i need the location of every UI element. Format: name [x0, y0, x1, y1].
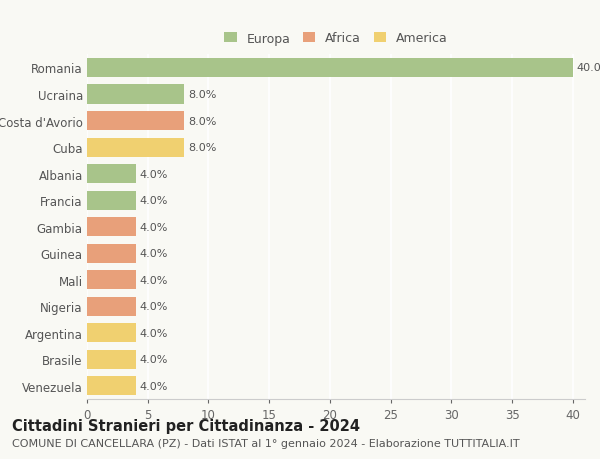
Text: COMUNE DI CANCELLARA (PZ) - Dati ISTAT al 1° gennaio 2024 - Elaborazione TUTTITA: COMUNE DI CANCELLARA (PZ) - Dati ISTAT a…: [12, 438, 520, 448]
Text: 4.0%: 4.0%: [139, 381, 167, 391]
Bar: [87, 350, 136, 369]
Bar: [87, 165, 136, 184]
Bar: [87, 59, 573, 78]
Legend: Europa, Africa, America: Europa, Africa, America: [224, 33, 448, 45]
Text: 4.0%: 4.0%: [139, 249, 167, 259]
Text: 4.0%: 4.0%: [139, 222, 167, 232]
Bar: [87, 271, 136, 290]
Text: 4.0%: 4.0%: [139, 196, 167, 206]
Bar: [87, 376, 136, 396]
Bar: [87, 138, 184, 157]
Text: 4.0%: 4.0%: [139, 275, 167, 285]
Bar: [87, 218, 136, 237]
Bar: [87, 244, 136, 263]
Text: 4.0%: 4.0%: [139, 302, 167, 312]
Text: 4.0%: 4.0%: [139, 169, 167, 179]
Bar: [87, 85, 184, 104]
Text: 40.0%: 40.0%: [577, 63, 600, 73]
Text: 8.0%: 8.0%: [188, 143, 216, 153]
Bar: [87, 191, 136, 210]
Bar: [87, 324, 136, 343]
Text: 4.0%: 4.0%: [139, 328, 167, 338]
Text: 4.0%: 4.0%: [139, 355, 167, 364]
Bar: [87, 297, 136, 316]
Bar: [87, 112, 184, 131]
Text: 8.0%: 8.0%: [188, 90, 216, 100]
Text: Cittadini Stranieri per Cittadinanza - 2024: Cittadini Stranieri per Cittadinanza - 2…: [12, 418, 360, 433]
Text: 8.0%: 8.0%: [188, 116, 216, 126]
